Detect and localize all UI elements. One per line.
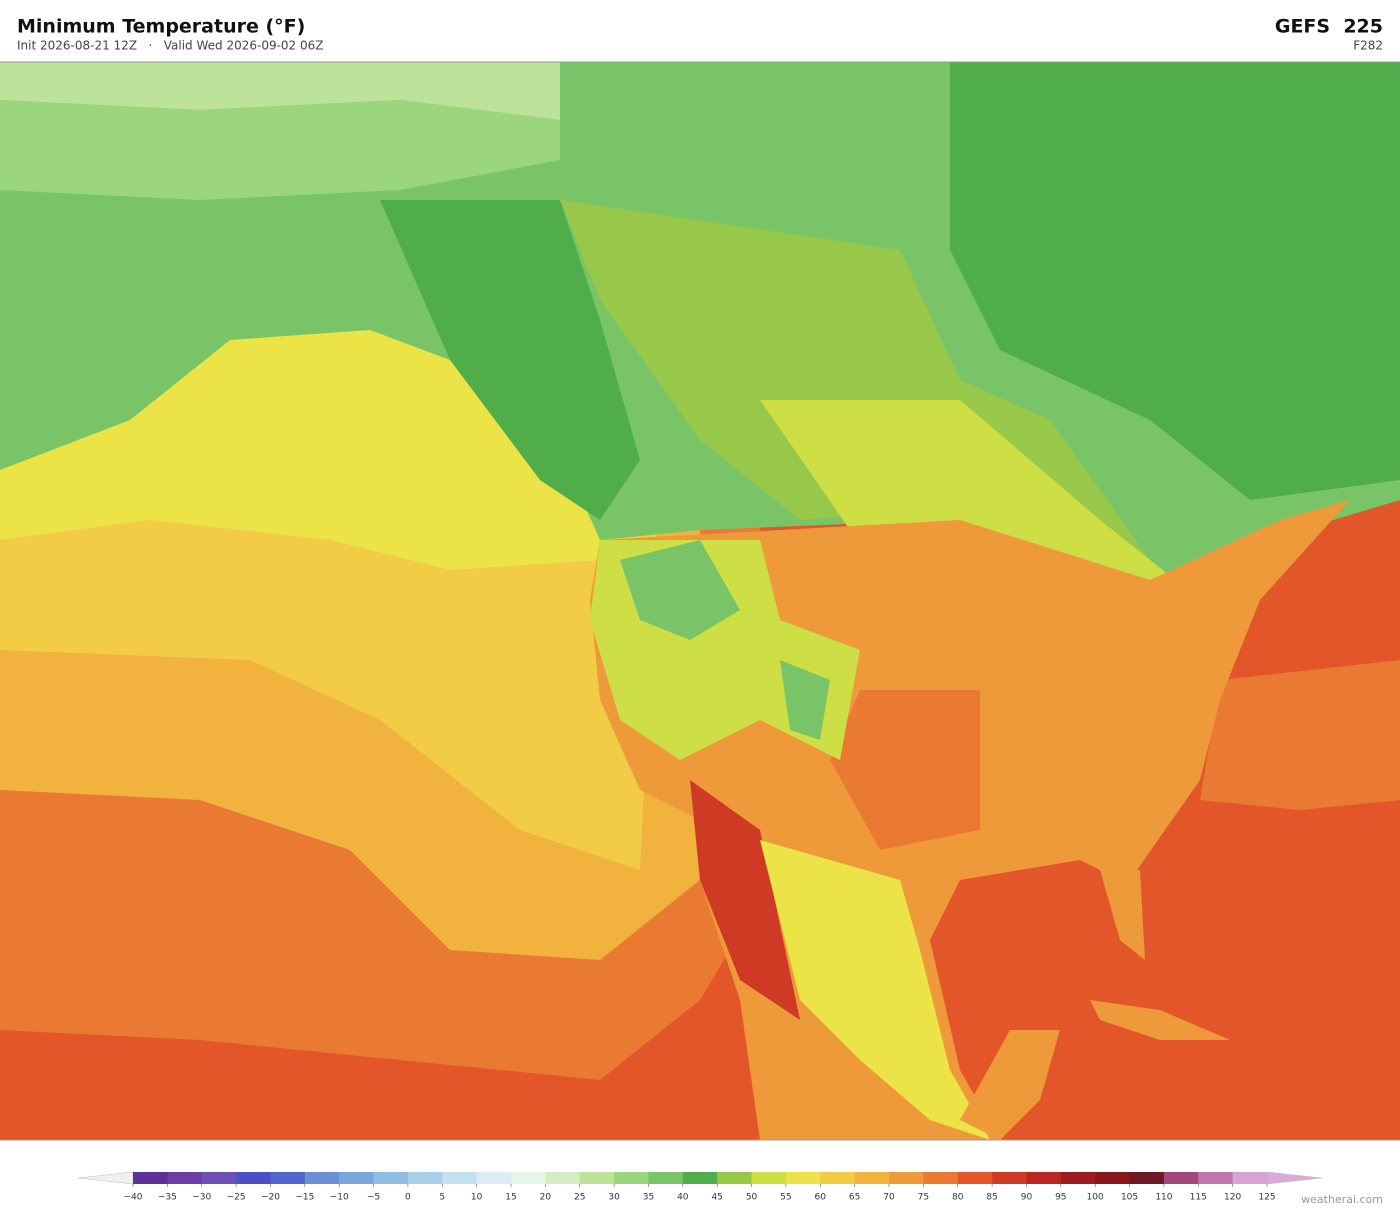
colorbar-swatch [167,1172,203,1184]
colorbar-tick-label: 80 [952,1193,964,1203]
colorbar-tick-label: −35 [158,1193,177,1203]
colorbar: −40 −35 −30 −25 −20 −15 −10 −5 0 5 10 15 20 25 30 35 40 4… [77,1171,1323,1203]
colorbar-swatch [373,1172,409,1184]
colorbar-tick-label: 70 [883,1193,895,1203]
colorbar-swatch [201,1172,237,1184]
subtitle: Init 2026-08-21 12Z · Valid Wed 2026-09-… [17,39,324,53]
colorbar-tick-label: −30 [192,1193,211,1203]
colorbar-tick-label: 75 [918,1193,929,1203]
colorbar-swatch [304,1172,340,1184]
colorbar-tick-label: 20 [540,1193,552,1203]
colorbar-under [77,1171,134,1185]
title: Minimum Temperature (°F) [17,16,305,38]
colorbar-tick-label: 105 [1121,1193,1138,1203]
colorbar-swatch [1163,1172,1199,1184]
colorbar-swatch [1232,1172,1268,1184]
colorbar-swatch [579,1172,615,1184]
colorbar-tick-label: 95 [1055,1193,1066,1203]
colorbar-swatch [339,1172,374,1184]
colorbar-tick-label: −20 [261,1193,280,1203]
colorbar-swatch [751,1172,787,1184]
colorbar-swatch [682,1172,718,1184]
colorbar-tick-label: 5 [439,1193,445,1203]
colorbar-swatch [442,1172,477,1184]
colorbar-swatch [1198,1172,1233,1184]
colorbar-swatch [1026,1172,1062,1184]
colorbar-tick-label: 50 [746,1193,758,1203]
model-label: GEFS 225 [1275,16,1383,38]
colorbar-swatch [476,1172,512,1184]
colorbar-swatch [511,1172,546,1184]
colorbar-tick-label: 65 [849,1193,860,1203]
colorbar-swatch [270,1172,306,1184]
colorbar-tick-label: 100 [1087,1193,1104,1203]
colorbar-tick-label: 60 [815,1193,827,1203]
colorbar-tick-label: 90 [1021,1193,1033,1203]
colorbar-swatch [717,1172,752,1184]
colorbar-tick-label: 25 [574,1193,585,1203]
watermark: weatherai.com [1301,1193,1383,1206]
colorbar-swatch [854,1172,890,1184]
colorbar-tick-label: 110 [1155,1193,1172,1203]
colorbar-tick-label: 125 [1258,1193,1275,1203]
colorbar-tick-label: 40 [677,1193,689,1203]
colorbar-swatch [923,1172,959,1184]
colorbar-tick-label: −10 [330,1193,349,1203]
colorbar-tick-label: 45 [711,1193,722,1203]
colorbar-tick-label: −40 [124,1193,143,1203]
colorbar-tick-label: 15 [505,1193,516,1203]
colorbar-tick-label: 35 [643,1193,654,1203]
colorbar-tick-label: 10 [471,1193,483,1203]
map [0,62,1400,1140]
colorbar-tick-label: 115 [1190,1193,1207,1203]
colorbar-tick-label: 30 [608,1193,620,1203]
colorbar-swatch [614,1172,649,1184]
colorbar-swatch [1060,1172,1096,1184]
colorbar-tick-label: 85 [986,1193,997,1203]
colorbar-swatch [785,1172,821,1184]
colorbar-swatch [820,1172,855,1184]
colorbar-swatch [1129,1172,1165,1184]
colorbar-swatch [407,1172,443,1184]
colorbar-swatch [545,1172,581,1184]
colorbar-tick-label: 55 [780,1193,791,1203]
colorbar-swatch [992,1172,1027,1184]
colorbar-swatch [648,1172,684,1184]
colorbar-swatch [236,1172,271,1184]
colorbar-tick-label: −15 [295,1193,314,1203]
colorbar-over [1266,1171,1323,1185]
forecast-hour: F282 [1353,39,1383,53]
colorbar-tick-label: 120 [1224,1193,1241,1203]
colorbar-tick-label: 0 [405,1193,411,1203]
colorbar-swatch [1095,1172,1130,1184]
colorbar-swatch [133,1172,168,1184]
colorbar-tick-label: −25 [227,1193,246,1203]
colorbar-swatch [889,1172,924,1184]
colorbar-swatch [957,1172,993,1184]
colorbar-tick-label: −5 [367,1193,380,1203]
